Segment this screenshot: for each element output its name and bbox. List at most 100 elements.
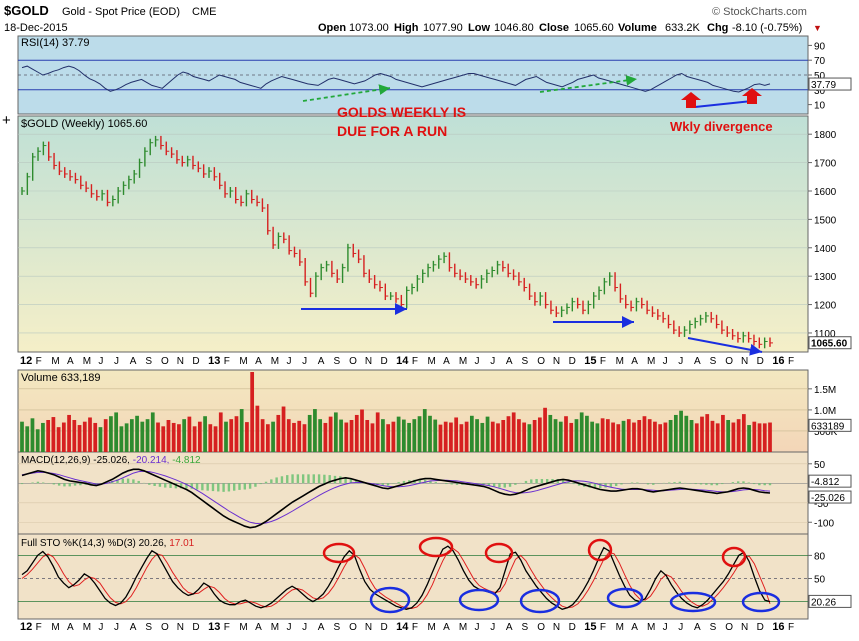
x-axis-label: O xyxy=(725,356,733,367)
x-axis-label: 13 xyxy=(208,621,220,633)
volume-bar xyxy=(119,426,124,452)
volume-bar xyxy=(726,420,731,452)
volume-bar xyxy=(422,409,427,452)
volume-bar xyxy=(715,423,720,452)
watermark: © StockCharts.com xyxy=(712,6,807,18)
volume-bar xyxy=(297,420,302,452)
price-current-value-box xyxy=(808,336,852,350)
sto-panel xyxy=(17,533,809,620)
x-axis-label: J xyxy=(114,622,119,633)
overbought-ellipse xyxy=(721,546,747,568)
x-axis-label: O xyxy=(349,622,357,633)
volume-tick-label: 1.5M xyxy=(814,385,836,396)
x-axis-label: 14 xyxy=(396,355,409,367)
rsi-tick-label: 30 xyxy=(814,86,826,97)
volume-bar xyxy=(621,420,626,452)
volume-bar xyxy=(574,419,579,452)
volume-bar xyxy=(626,419,631,452)
x-axis-label: A xyxy=(67,622,74,633)
macd-tick-label: -50 xyxy=(814,499,829,510)
volume-bar xyxy=(642,416,647,452)
x-axis-label: J xyxy=(663,622,668,633)
volume-bar xyxy=(229,419,234,452)
x-axis-label: 15 xyxy=(584,355,596,367)
low-label: Low xyxy=(468,22,490,34)
volume-bar xyxy=(156,422,160,452)
x-axis-label: M xyxy=(616,356,624,367)
oversold-markers xyxy=(369,586,781,614)
volume-bar xyxy=(339,419,343,452)
chg-label: Chg xyxy=(707,22,728,34)
volume-bar xyxy=(668,420,673,452)
volume-bar xyxy=(46,420,51,452)
x-axis-label: 12 xyxy=(20,621,32,633)
volume-bar xyxy=(35,429,40,452)
volume-bar xyxy=(428,415,432,452)
volume-bar xyxy=(605,419,610,452)
volume-bar xyxy=(459,424,464,452)
volume-bar xyxy=(360,409,364,452)
x-axis-label: J xyxy=(302,356,307,367)
x-axis-label: A xyxy=(130,622,137,633)
volume-bar xyxy=(757,423,762,452)
open-label: Open xyxy=(318,22,346,34)
volume-bar xyxy=(679,410,683,452)
chart-header: $GOLD Gold - Spot Price (EOD) CME © Stoc… xyxy=(4,3,822,34)
volume-bar xyxy=(496,423,500,452)
rsi-line xyxy=(21,65,771,93)
headline-line-2: DUE FOR A RUN xyxy=(337,123,447,139)
x-axis-label: J xyxy=(475,622,480,633)
volume-bar xyxy=(239,409,244,452)
volume-bar xyxy=(281,406,286,452)
x-axis-label: S xyxy=(710,356,717,367)
volume-bar xyxy=(20,421,24,452)
crosshair-cursor-icon: + xyxy=(2,112,11,129)
x-axis-label: A xyxy=(255,356,262,367)
price-tick-label: 1600 xyxy=(814,187,837,198)
volume-bar xyxy=(490,421,495,452)
volume-bar xyxy=(449,422,453,452)
x-axis-label: A xyxy=(67,356,74,367)
volume-bar xyxy=(381,419,385,452)
x-axis-label: A xyxy=(694,356,701,367)
macd-value: -25.026, xyxy=(93,455,130,466)
x-axis-label: O xyxy=(537,622,545,633)
volume-value: 633.2K xyxy=(665,22,701,34)
x-axis-label: 12 xyxy=(20,355,32,367)
x-axis-label: F xyxy=(788,356,794,367)
price-tick-label: 1500 xyxy=(814,215,837,226)
annotations: GOLDS WEEKLY IS DUE FOR A RUN Wkly diver… xyxy=(301,75,781,614)
volume-bar xyxy=(271,421,275,452)
rsi-tick-label: 50 xyxy=(814,71,826,82)
volume-bar xyxy=(543,407,547,452)
price-title: $GOLD (Weekly) 1065.60 xyxy=(21,118,147,130)
volume-bar xyxy=(292,422,296,452)
x-axis-label: M xyxy=(647,356,655,367)
x-axis-label: N xyxy=(553,622,560,633)
price-tick-label: 1400 xyxy=(814,244,837,255)
volume-bar xyxy=(768,422,772,452)
oversold-ellipse xyxy=(369,586,411,614)
volume-bar xyxy=(313,409,317,452)
close-value: 1065.60 xyxy=(574,22,614,34)
signal-value: -20.214, xyxy=(133,455,170,466)
overbought-ellipse xyxy=(418,536,454,558)
volume-bar xyxy=(391,421,396,452)
volume-bar xyxy=(480,422,485,452)
x-axis-label: S xyxy=(333,356,340,367)
x-axis: 12 F M A M J J A S O N D 13 F M A M J J A S O N D 14 F M A M J J A S O N D 1… xyxy=(20,355,794,633)
volume-bar xyxy=(417,416,422,452)
volume-bar xyxy=(286,419,291,452)
x-axis-label: D xyxy=(380,356,387,367)
volume-bar xyxy=(328,416,333,452)
volume-bar xyxy=(506,416,511,452)
volume-bar xyxy=(307,414,312,452)
price-current-value: 1065.60 xyxy=(811,339,848,350)
volume-bar xyxy=(135,415,139,452)
macd-plot: 500-50-100-4.812-25.026 xyxy=(18,460,852,529)
x-axis-label: S xyxy=(710,622,717,633)
x-axis-label: J xyxy=(98,356,103,367)
x-axis-label: N xyxy=(177,356,184,367)
sto-tick-label: 80 xyxy=(814,551,826,562)
price-tick-label: 1300 xyxy=(814,272,837,283)
